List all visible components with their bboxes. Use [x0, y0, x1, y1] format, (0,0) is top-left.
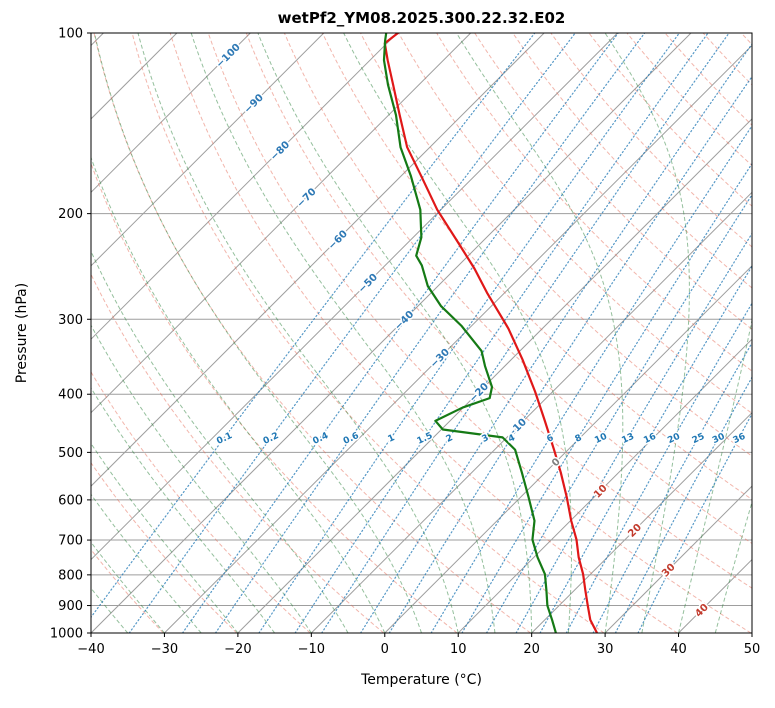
pressure-gridlines [91, 33, 752, 633]
y-axis-ticks: 100 200 300 400 500 600 700 800 900 1000 [50, 27, 91, 642]
moist-adiabat-lines [91, 33, 752, 633]
y-tick-label: 200 [58, 207, 83, 222]
isotherm-label: 40 [693, 602, 711, 620]
mixing-ratio-label: 10 [593, 432, 609, 446]
x-axis-ticks: −40 −30 −20 −10 0 10 20 30 40 50 [77, 633, 760, 657]
x-tick-label: 30 [597, 642, 614, 657]
isotherm-label: 0 [550, 456, 563, 469]
mixing-ratio-label: 30 [711, 432, 727, 446]
y-tick-label: 300 [58, 313, 83, 328]
x-tick-label: 50 [744, 642, 761, 657]
dewpoint-profile-line [382, 33, 558, 633]
isotherm-label: −40 [393, 309, 417, 333]
y-tick-label: 400 [58, 388, 83, 403]
y-tick-label: 800 [58, 568, 83, 583]
isotherm-label: −70 [295, 186, 319, 210]
isotherm-label: −30 [428, 347, 452, 371]
mixing-ratio-label: 13 [620, 432, 636, 446]
mixing-ratio-label: 20 [666, 432, 682, 446]
isotherm-label: −50 [357, 272, 381, 296]
isotherm-label: −90 [242, 92, 266, 116]
mixing-ratio-label: 6 [545, 433, 555, 445]
y-tick-label: 100 [58, 27, 83, 42]
plot-area: −100−90−80−70−60−50−40−30−20−10010203040… [91, 33, 752, 633]
isotherm-label: 20 [626, 522, 644, 540]
mixing-ratio-label: 16 [642, 432, 658, 446]
x-tick-label: −30 [151, 642, 178, 657]
x-tick-label: 10 [450, 642, 467, 657]
mixing-ratio-label: 0.6 [342, 431, 361, 447]
isotherm-label: 30 [660, 562, 678, 580]
mixing-ratio-lines [91, 33, 752, 633]
x-tick-label: −10 [298, 642, 325, 657]
mixing-ratio-label: 1.5 [416, 431, 435, 447]
isotherm-label: −60 [326, 229, 350, 253]
mixing-ratio-label: 1 [387, 433, 397, 445]
y-tick-label: 900 [58, 599, 83, 614]
x-tick-label: 0 [381, 642, 389, 657]
x-tick-label: −40 [77, 642, 104, 657]
y-tick-label: 500 [58, 446, 83, 461]
y-tick-label: 700 [58, 534, 83, 549]
mixing-ratio-labels: 0.1 0.2 0.4 0.6 1 1.5 2 3 4 6 8 10 13 16 20 25 30 36 [214, 430, 749, 449]
isotherm-label: −100 [214, 42, 242, 70]
dry-adiabat-lines [91, 33, 752, 633]
y-axis-label: Pressure (hPa) [14, 282, 30, 384]
mixing-ratio-label: 36 [732, 432, 748, 446]
mixing-ratio-label: 2 [445, 433, 455, 445]
y-tick-label: 600 [58, 493, 83, 508]
x-tick-label: 20 [523, 642, 540, 657]
mixing-ratio-label: 0.2 [262, 431, 281, 447]
isotherm-label: −80 [269, 139, 293, 163]
temperature-profile-line [383, 33, 599, 633]
x-tick-label: 40 [670, 642, 687, 657]
mixing-ratio-label: 0.4 [311, 431, 330, 447]
plot-border [90, 32, 753, 634]
x-axis-label: Temperature (°C) [361, 672, 482, 688]
mixing-ratio-label: 0.1 [215, 431, 234, 447]
y-tick-label: 1000 [50, 627, 83, 642]
x-tick-label: −20 [224, 642, 251, 657]
chart-title: wetPf2_YM08.2025.300.22.32.E02 [277, 9, 566, 27]
mixing-ratio-label: 25 [691, 432, 707, 446]
